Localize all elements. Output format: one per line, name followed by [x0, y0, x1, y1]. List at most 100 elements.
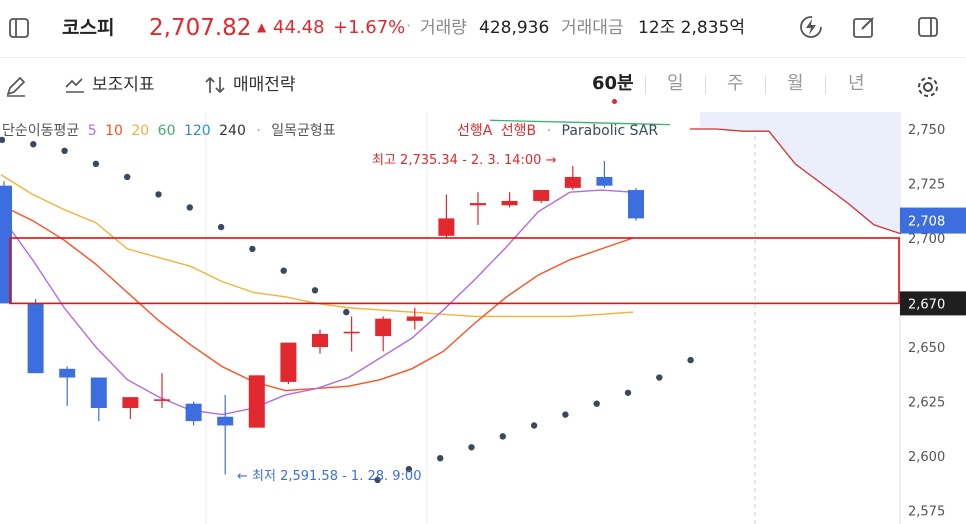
ichimoku-label: 일목균형표 [271, 123, 336, 139]
candle-body [438, 218, 455, 236]
panel-right-icon[interactable] [914, 13, 942, 41]
candle-body [312, 333, 328, 347]
strategy-button[interactable]: 매매전략 [233, 75, 296, 95]
span-b-line [690, 128, 901, 235]
sar-dot [61, 147, 68, 154]
highlight-box [9, 237, 900, 305]
sar-dot [0, 136, 6, 144]
sar-dot [374, 476, 381, 484]
volume-label: 거래량 [420, 18, 467, 38]
indicator-icon[interactable] [63, 74, 87, 96]
ma-legend-title: 단순이동평균 [2, 123, 80, 139]
y-tick-label: 2,575 [908, 505, 945, 520]
y-tick-label: 2,650 [908, 341, 945, 356]
trade-value-label: 거래대금 [561, 18, 624, 38]
period-year[interactable]: 년 [848, 73, 865, 94]
sar-dot [468, 444, 475, 451]
box-price-label: 2,670 [908, 297, 945, 312]
candle-body [406, 316, 423, 321]
candle-body [501, 200, 518, 206]
sar-dot [624, 389, 632, 396]
index-name[interactable]: 코스피 [62, 17, 115, 39]
candle-body [564, 176, 581, 188]
candle-body [628, 190, 644, 219]
candle-body [185, 403, 202, 422]
active-period-dot [612, 99, 617, 104]
candle-body [533, 190, 550, 201]
span-a-label: 선행A [457, 123, 493, 139]
sar-dot [280, 267, 287, 274]
panel-left-icon[interactable] [6, 14, 32, 42]
candle-body [217, 416, 234, 426]
sar-dot [530, 422, 538, 429]
indicators-button[interactable]: 보조지표 [92, 75, 155, 95]
period-week[interactable]: 주 [727, 73, 744, 94]
period-separator [705, 76, 706, 94]
candle-body [59, 368, 76, 378]
box-price-tag [900, 291, 966, 316]
candle-body [27, 303, 44, 374]
span-b-label: 선행B [500, 123, 537, 139]
strategy-icon[interactable] [203, 74, 229, 96]
sar-dot [405, 465, 413, 473]
sar-dot [155, 191, 162, 198]
chart-toolbar: 보조지표 매매전략 60분 일 주 월 년 [0, 58, 966, 112]
y-tick-label: 2,600 [908, 450, 945, 465]
candle-body [470, 203, 486, 206]
price-change: 44.48 [273, 17, 325, 38]
sar-dot [124, 173, 131, 181]
ma10-line [0, 204, 634, 392]
legend-dot: · [546, 123, 552, 139]
candle-body [280, 342, 297, 382]
ma120-label: 120 [183, 123, 211, 139]
up-arrow-icon: ▲ [257, 20, 267, 34]
current-price-label: 2,708 [908, 215, 945, 230]
period-separator [645, 76, 646, 94]
candle-body [122, 397, 139, 409]
ma240-label: 240 [219, 123, 246, 139]
candle-body [596, 176, 613, 186]
ma-legend: 단순이동평균 5 10 20 60 120 240 · 일목균형표 [2, 121, 336, 141]
pencil-icon[interactable] [2, 73, 30, 99]
trade-value: 12조 2,835억 [638, 18, 745, 38]
period-day[interactable]: 일 [667, 73, 684, 94]
low-annotation: ← 최저 2,591.58 - 1. 28. 9:00 [237, 469, 421, 484]
legend-dot: · [256, 123, 261, 139]
candle-body [0, 185, 12, 304]
ma20-label: 20 [131, 123, 150, 139]
price-change-pct: +1.67% [333, 17, 406, 38]
header-bar: 코스피 2,707.82 ▲ 44.48 +1.67% · 거래량 428,93… [0, 0, 966, 58]
ma60-line [489, 119, 671, 126]
period-separator [765, 76, 766, 94]
gear-icon[interactable] [913, 72, 943, 102]
sar-dot [562, 411, 569, 418]
candle-body [90, 377, 107, 409]
period-separator [825, 76, 826, 94]
edit-icon[interactable] [849, 12, 879, 42]
y-tick-label: 2,700 [908, 232, 945, 247]
sar-dot [437, 454, 444, 462]
ma5-label: 5 [87, 123, 97, 139]
candle-body [154, 399, 170, 401]
y-tick-label: 2,750 [908, 123, 945, 138]
ichimoku-legend: 선행A 선행B · Parabolic SAR [457, 121, 658, 141]
ichimoku-cloud [690, 112, 901, 234]
sar-dot [499, 433, 506, 440]
volume-value: 428,936 [479, 18, 550, 38]
price-value: 2,707.82 [149, 15, 252, 41]
candle-body [375, 318, 392, 337]
candle-body [248, 375, 265, 428]
ma5-line [0, 189, 634, 416]
sar-dot [656, 374, 663, 381]
period-60min[interactable]: 60분 [592, 73, 634, 94]
sar-dot [249, 245, 256, 253]
sar-dot [186, 204, 193, 211]
lightning-icon[interactable] [796, 12, 826, 42]
candle-body [343, 331, 360, 334]
sar-dot [311, 287, 319, 294]
current-price-tag [900, 207, 966, 234]
sar-label: Parabolic SAR [561, 123, 659, 139]
y-tick-label: 2,625 [908, 396, 945, 411]
period-month[interactable]: 월 [787, 73, 804, 94]
